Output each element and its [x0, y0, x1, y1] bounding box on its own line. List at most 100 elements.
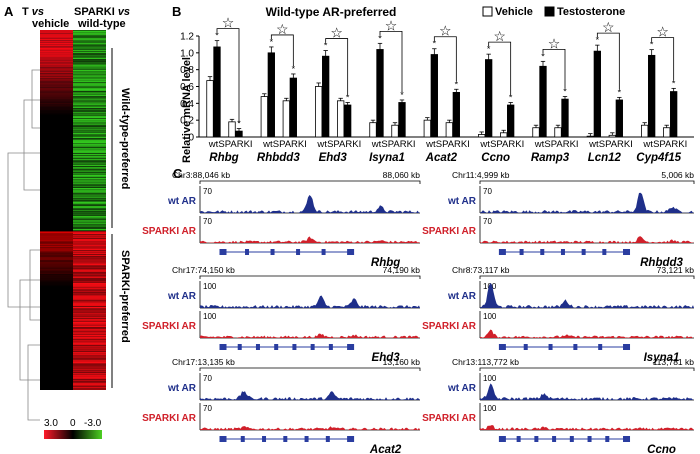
- track-gene-name: Acat2: [369, 444, 402, 454]
- heatmap-cell: [40, 139, 73, 140]
- heatmap-cell: [40, 56, 73, 57]
- heatmap-cell: [40, 208, 73, 209]
- heatmap-cell: [73, 314, 106, 315]
- gene-label: Cyp4f15: [636, 152, 681, 164]
- heatmap-cell: [73, 202, 106, 203]
- heatmap-cell: [40, 104, 73, 105]
- heatmap-cell: [73, 261, 106, 262]
- comparison-star: ☆: [276, 21, 289, 37]
- heatmap-cell: [40, 40, 73, 41]
- heatmap-cell: [40, 279, 73, 280]
- heatmap-cell: [73, 375, 106, 376]
- heatmap-cell: [73, 256, 106, 257]
- heatmap-cell: [40, 332, 73, 333]
- gene-model-exon: [523, 344, 528, 350]
- sparki-signal: [480, 424, 694, 430]
- heatmap-cell: [40, 66, 73, 67]
- heatmap-cell: [40, 62, 73, 63]
- heatmap-cell: [73, 317, 106, 318]
- heatmap-cell: [73, 350, 106, 351]
- heatmap-cell: [73, 381, 106, 382]
- heatmap-cell: [40, 60, 73, 61]
- heatmap-cell: [40, 189, 73, 190]
- heatmap-cell: [73, 343, 106, 344]
- heatmap-cell: [73, 107, 106, 108]
- heatmap-cell: [40, 278, 73, 279]
- heatmap-cell: [40, 248, 73, 249]
- heatmap-cell: [73, 376, 106, 377]
- heatmap-cell: [40, 285, 73, 286]
- bar: [260, 96, 268, 138]
- heatmap-cell: [40, 103, 73, 104]
- heatmap-cell: [73, 286, 106, 287]
- heatmap-cell: [40, 216, 73, 217]
- heatmap-cell: [73, 352, 106, 353]
- heatmap-cell: [73, 327, 106, 328]
- heatmap-cell: [40, 275, 73, 276]
- heatmap-cell: [40, 181, 73, 182]
- track-label-sparki: SPARKI AR: [142, 321, 197, 332]
- heatmap-cell: [40, 188, 73, 189]
- heatmap-cell: [73, 179, 106, 180]
- heatmap-cell: [73, 54, 106, 55]
- heatmap-cell: [73, 104, 106, 105]
- comparison-star: ☆: [493, 28, 506, 44]
- heatmap-cell: [73, 184, 106, 185]
- heatmap-cell: [40, 346, 73, 347]
- heatmap-cell: [40, 363, 73, 364]
- heatmap-cell: [40, 33, 73, 34]
- heatmap-cell: [40, 160, 73, 161]
- heatmap-cell: [73, 118, 106, 119]
- heatmap-cell: [40, 234, 73, 235]
- heatmap-cell: [40, 86, 73, 87]
- heatmap-cell: [40, 110, 73, 111]
- heatmap-cell: [40, 59, 73, 60]
- heatmap-cell: [73, 100, 106, 101]
- heatmap-cell: [40, 164, 73, 165]
- heatmap-cell: [73, 272, 106, 273]
- heatmap-cell: [73, 209, 106, 210]
- heatmap-cell: [40, 157, 73, 158]
- gene-model-exon: [569, 436, 574, 442]
- heatmap-cell: [40, 296, 73, 297]
- heatmap-cell: [40, 253, 73, 254]
- heatmap-cell: [73, 341, 106, 342]
- heatmap-cell: [40, 257, 73, 258]
- heatmap-cell: [40, 167, 73, 168]
- heatmap-cell: [73, 290, 106, 291]
- heatmap-cell: [73, 34, 106, 35]
- heatmap-cell: [73, 296, 106, 297]
- heatmap-cell: [73, 165, 106, 166]
- gene-model-exon: [270, 249, 275, 255]
- heatmap-cell: [40, 70, 73, 71]
- gene-model-exon: [325, 436, 330, 442]
- heatmap-cell: [40, 341, 73, 342]
- track-label-wt: wt AR: [167, 196, 197, 207]
- heatmap-cell: [40, 337, 73, 338]
- heatmap-cell: [40, 82, 73, 83]
- heatmap-cell: [40, 308, 73, 309]
- heatmap-cell: [40, 356, 73, 357]
- heatmap-cell: [73, 142, 106, 143]
- heatmap-cell: [73, 338, 106, 339]
- heatmap-cell: [40, 265, 73, 266]
- heatmap-cell: [40, 142, 73, 143]
- heatmap-cell: [73, 249, 106, 250]
- heatmap-cell: [73, 169, 106, 170]
- heatmap-cell: [40, 129, 73, 130]
- heatmap-cell: [73, 178, 106, 179]
- heatmap-cell: [40, 42, 73, 43]
- gene-model-exon: [304, 436, 309, 442]
- heatmap-cell: [73, 276, 106, 277]
- heatmap-cell: [73, 163, 106, 164]
- heatmap-cell: [73, 387, 106, 388]
- heatmap-cell: [73, 277, 106, 278]
- significance-asterisk: *: [541, 51, 545, 61]
- heatmap-cell: [73, 257, 106, 258]
- heatmap-cell: [73, 42, 106, 43]
- heatmap-cell: [40, 347, 73, 348]
- heatmap-cell: [40, 217, 73, 218]
- heatmap-cell: [40, 159, 73, 160]
- heatmap-cell: [40, 30, 73, 31]
- heatmap-cell: [40, 243, 73, 244]
